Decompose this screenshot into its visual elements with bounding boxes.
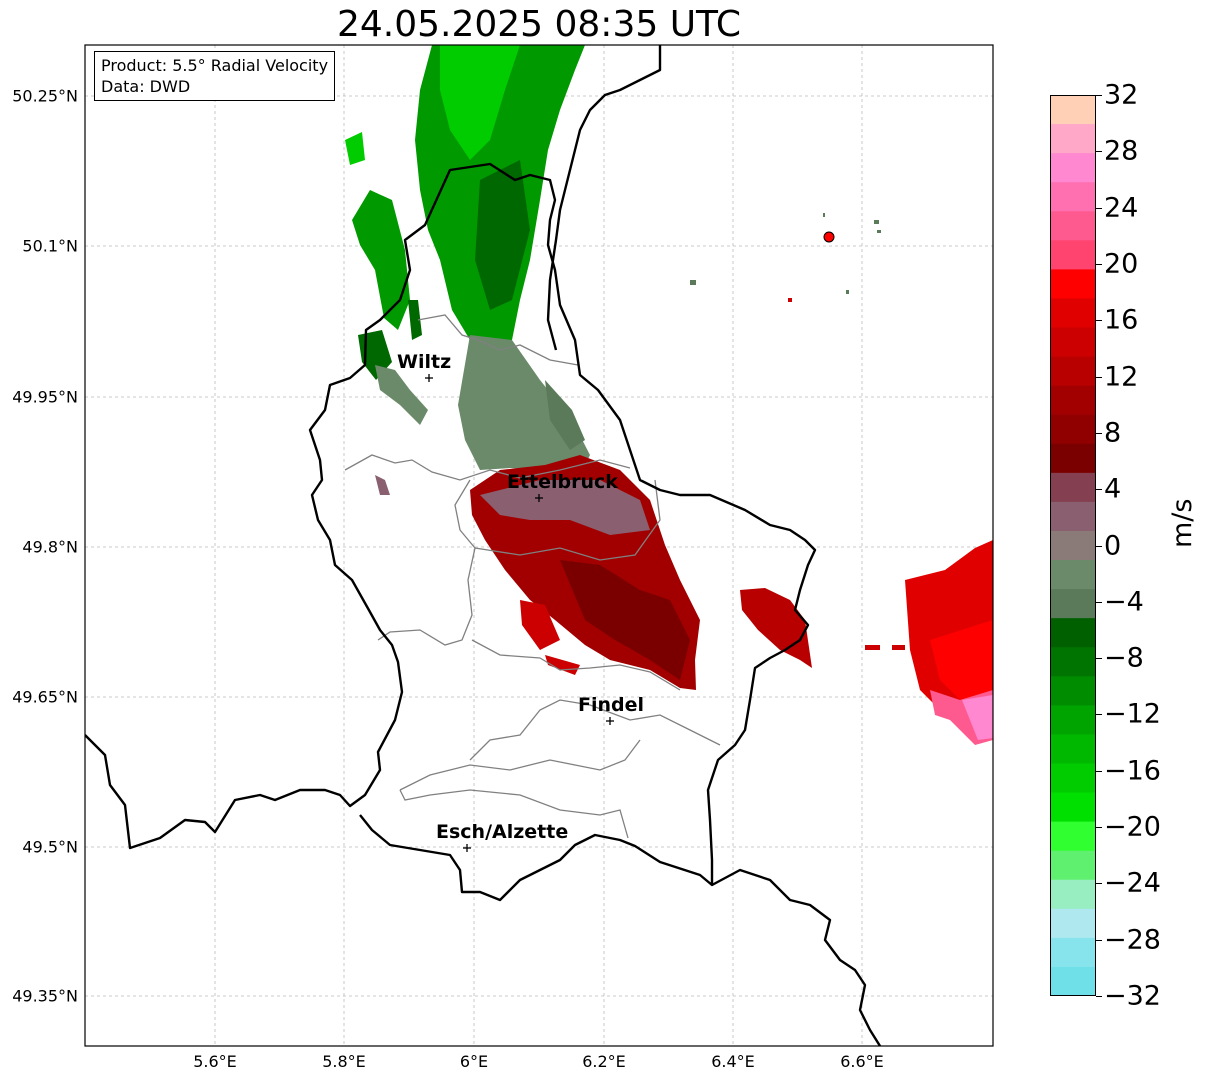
lon-label: 6°E bbox=[459, 1052, 489, 1071]
colorbar-segment bbox=[1050, 269, 1096, 300]
colorbar-segment bbox=[1050, 792, 1096, 823]
colorbar-segment bbox=[1050, 124, 1096, 154]
colorbar-tick-label: −24 bbox=[1104, 867, 1161, 899]
colorbar-tick-mark bbox=[1096, 376, 1102, 378]
colorbar-segment bbox=[1050, 327, 1096, 358]
colorbar-segment bbox=[1050, 589, 1096, 619]
city-label-wiltz: Wiltz bbox=[397, 351, 452, 373]
colorbar-tick-label: 20 bbox=[1104, 248, 1139, 280]
colorbar-tick-label: 16 bbox=[1104, 304, 1139, 336]
colorbar-segment bbox=[1050, 153, 1096, 183]
colorbar-tick-mark bbox=[1096, 207, 1102, 209]
lat-label: 49.8°N bbox=[22, 537, 78, 557]
colorbar-segment bbox=[1050, 734, 1096, 765]
product-info-box: Product: 5.5° Radial Velocity Data: DWD bbox=[94, 51, 336, 101]
colorbar-tick-label: 12 bbox=[1104, 361, 1139, 393]
colorbar-tick-label: −28 bbox=[1104, 924, 1161, 956]
colorbar-tick-mark bbox=[1096, 827, 1102, 829]
city-markers bbox=[425, 374, 614, 852]
colorbar-segment bbox=[1050, 763, 1096, 794]
colorbar-segment bbox=[1050, 356, 1096, 387]
colorbar-segment bbox=[1050, 298, 1096, 329]
colorbar-segment bbox=[1050, 472, 1096, 503]
colorbar-segment bbox=[1050, 821, 1096, 852]
product-label: Product: 5.5° Radial Velocity bbox=[101, 56, 329, 75]
lon-label: 6.6°E bbox=[840, 1052, 884, 1071]
city-label-ettelbruck: Ettelbruck bbox=[507, 471, 618, 493]
lon-label: 5.8°E bbox=[322, 1052, 366, 1071]
colorbar-tick-mark bbox=[1096, 151, 1102, 153]
lat-label: 49.65°N bbox=[12, 687, 78, 707]
velocity-echoes-neutral bbox=[375, 335, 590, 495]
colorbar-segment bbox=[1050, 850, 1096, 881]
colorbar-segment bbox=[1050, 414, 1096, 445]
colorbar-tick-mark bbox=[1096, 714, 1102, 716]
colorbar-tick-mark bbox=[1096, 432, 1102, 434]
colorbar-tick-label: −8 bbox=[1104, 642, 1144, 674]
colorbar-segment bbox=[1050, 908, 1096, 939]
velocity-speckles bbox=[690, 213, 881, 302]
colorbar-tick-mark bbox=[1096, 545, 1102, 547]
colorbar-segment bbox=[1050, 705, 1096, 736]
colorbar-segment bbox=[1050, 385, 1096, 416]
colorbar-unit-label: m/s bbox=[1167, 498, 1198, 548]
colorbar-tick-mark bbox=[1096, 939, 1102, 941]
colorbar-tick-mark bbox=[1096, 263, 1102, 265]
national-borders bbox=[85, 45, 882, 1046]
colorbar-segment bbox=[1050, 966, 1096, 996]
map-title: 24.05.2025 08:35 UTC bbox=[336, 4, 742, 45]
colorbar-tick-label: −4 bbox=[1104, 586, 1144, 618]
lat-label: 50.25°N bbox=[12, 86, 78, 106]
colorbar-tick-mark bbox=[1096, 996, 1102, 997]
colorbar-tick-label: −16 bbox=[1104, 755, 1161, 787]
colorbar-tick-mark bbox=[1096, 489, 1102, 491]
colorbar bbox=[1050, 95, 1096, 996]
colorbar-tick-mark bbox=[1096, 95, 1102, 96]
colorbar-tick-label: −12 bbox=[1104, 698, 1161, 730]
colorbar-tick-label: −20 bbox=[1104, 811, 1161, 843]
lon-label: 6.2°E bbox=[582, 1052, 626, 1071]
colorbar-segment bbox=[1050, 618, 1096, 648]
lon-label: 6.4°E bbox=[711, 1052, 755, 1071]
colorbar-tick-label: 8 bbox=[1104, 417, 1122, 449]
city-label-esch-alzette: Esch/Alzette bbox=[436, 821, 569, 843]
data-source-label: Data: DWD bbox=[101, 77, 191, 96]
city-label-findel: Findel bbox=[578, 694, 645, 716]
canton-boundaries bbox=[344, 314, 721, 839]
colorbar-segment bbox=[1050, 937, 1096, 968]
colorbar-segment bbox=[1050, 560, 1096, 590]
lon-label: 5.6°E bbox=[193, 1052, 237, 1071]
radar-site-marker bbox=[823, 231, 835, 243]
lat-label: 49.35°N bbox=[12, 986, 78, 1006]
velocity-echoes-negative bbox=[345, 45, 585, 380]
colorbar-tick-label: −32 bbox=[1104, 980, 1161, 1012]
colorbar-segment bbox=[1050, 676, 1096, 706]
colorbar-tick-label: 4 bbox=[1104, 473, 1122, 505]
colorbar-tick-label: 32 bbox=[1104, 79, 1139, 111]
colorbar-segment bbox=[1050, 240, 1096, 270]
colorbar-segment bbox=[1050, 501, 1096, 532]
colorbar-tick-label: 0 bbox=[1104, 530, 1122, 561]
lat-label: 50.1°N bbox=[22, 236, 78, 256]
lat-label: 49.5°N bbox=[22, 837, 78, 857]
colorbar-tick-mark bbox=[1096, 320, 1102, 322]
colorbar-tick-mark bbox=[1096, 658, 1102, 660]
lat-label: 49.95°N bbox=[12, 387, 78, 407]
velocity-echoes-positive bbox=[470, 455, 993, 745]
colorbar-tick-mark bbox=[1096, 601, 1102, 603]
colorbar-segment bbox=[1050, 879, 1096, 910]
colorbar-segment bbox=[1050, 95, 1096, 125]
colorbar-segment bbox=[1050, 647, 1096, 677]
colorbar-tick-mark bbox=[1096, 770, 1102, 772]
colorbar-segment bbox=[1050, 443, 1096, 474]
colorbar-segment bbox=[1050, 211, 1096, 241]
colorbar-tick-label: 28 bbox=[1104, 135, 1139, 167]
colorbar-tick-mark bbox=[1096, 883, 1102, 885]
colorbar-segment bbox=[1050, 530, 1096, 561]
colorbar-segment bbox=[1050, 182, 1096, 212]
colorbar-frame bbox=[1050, 95, 1096, 996]
colorbar-tick-label: 24 bbox=[1104, 192, 1139, 224]
